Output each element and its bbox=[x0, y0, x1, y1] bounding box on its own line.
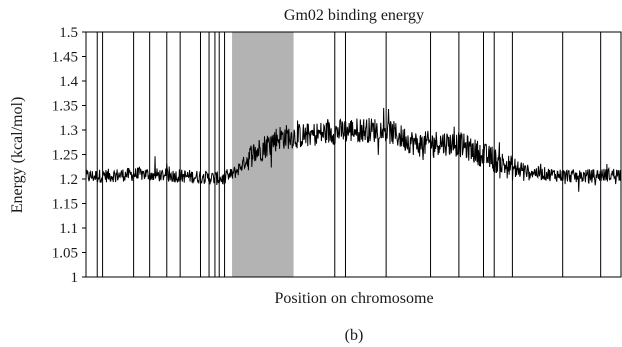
y-tick-label-7: 1.35 bbox=[52, 99, 78, 115]
x-axis-label: Position on chromosome bbox=[274, 290, 433, 307]
series-line bbox=[85, 107, 622, 192]
y-tick-label-1: 1.05 bbox=[52, 246, 78, 262]
y-tick-label-8: 1.4 bbox=[59, 74, 78, 90]
y-tick-label-3: 1.15 bbox=[52, 197, 78, 213]
plot-frame bbox=[85, 31, 622, 278]
y-tick-label-0: 1 bbox=[71, 270, 79, 286]
vertical-markers bbox=[96, 32, 602, 277]
y-tick-label-4: 1.2 bbox=[59, 172, 78, 188]
panel-label: (b) bbox=[345, 327, 364, 344]
y-ticks: 1 1.05 1.1 1.15 1.2 1.25 1.3 1.35 1.4 1.45 1.5 bbox=[52, 25, 86, 286]
y-tick-label-9: 1.45 bbox=[52, 50, 78, 66]
y-axis-label: Energy (kcal/mol) bbox=[9, 97, 26, 214]
y-tick-label-2: 1.1 bbox=[59, 221, 78, 237]
y-tick-label-6: 1.3 bbox=[59, 123, 78, 139]
y-tick-label-10: 1.5 bbox=[59, 25, 78, 41]
y-tick-label-5: 1.25 bbox=[52, 148, 78, 164]
chart-title: Gm02 binding energy bbox=[284, 7, 424, 24]
